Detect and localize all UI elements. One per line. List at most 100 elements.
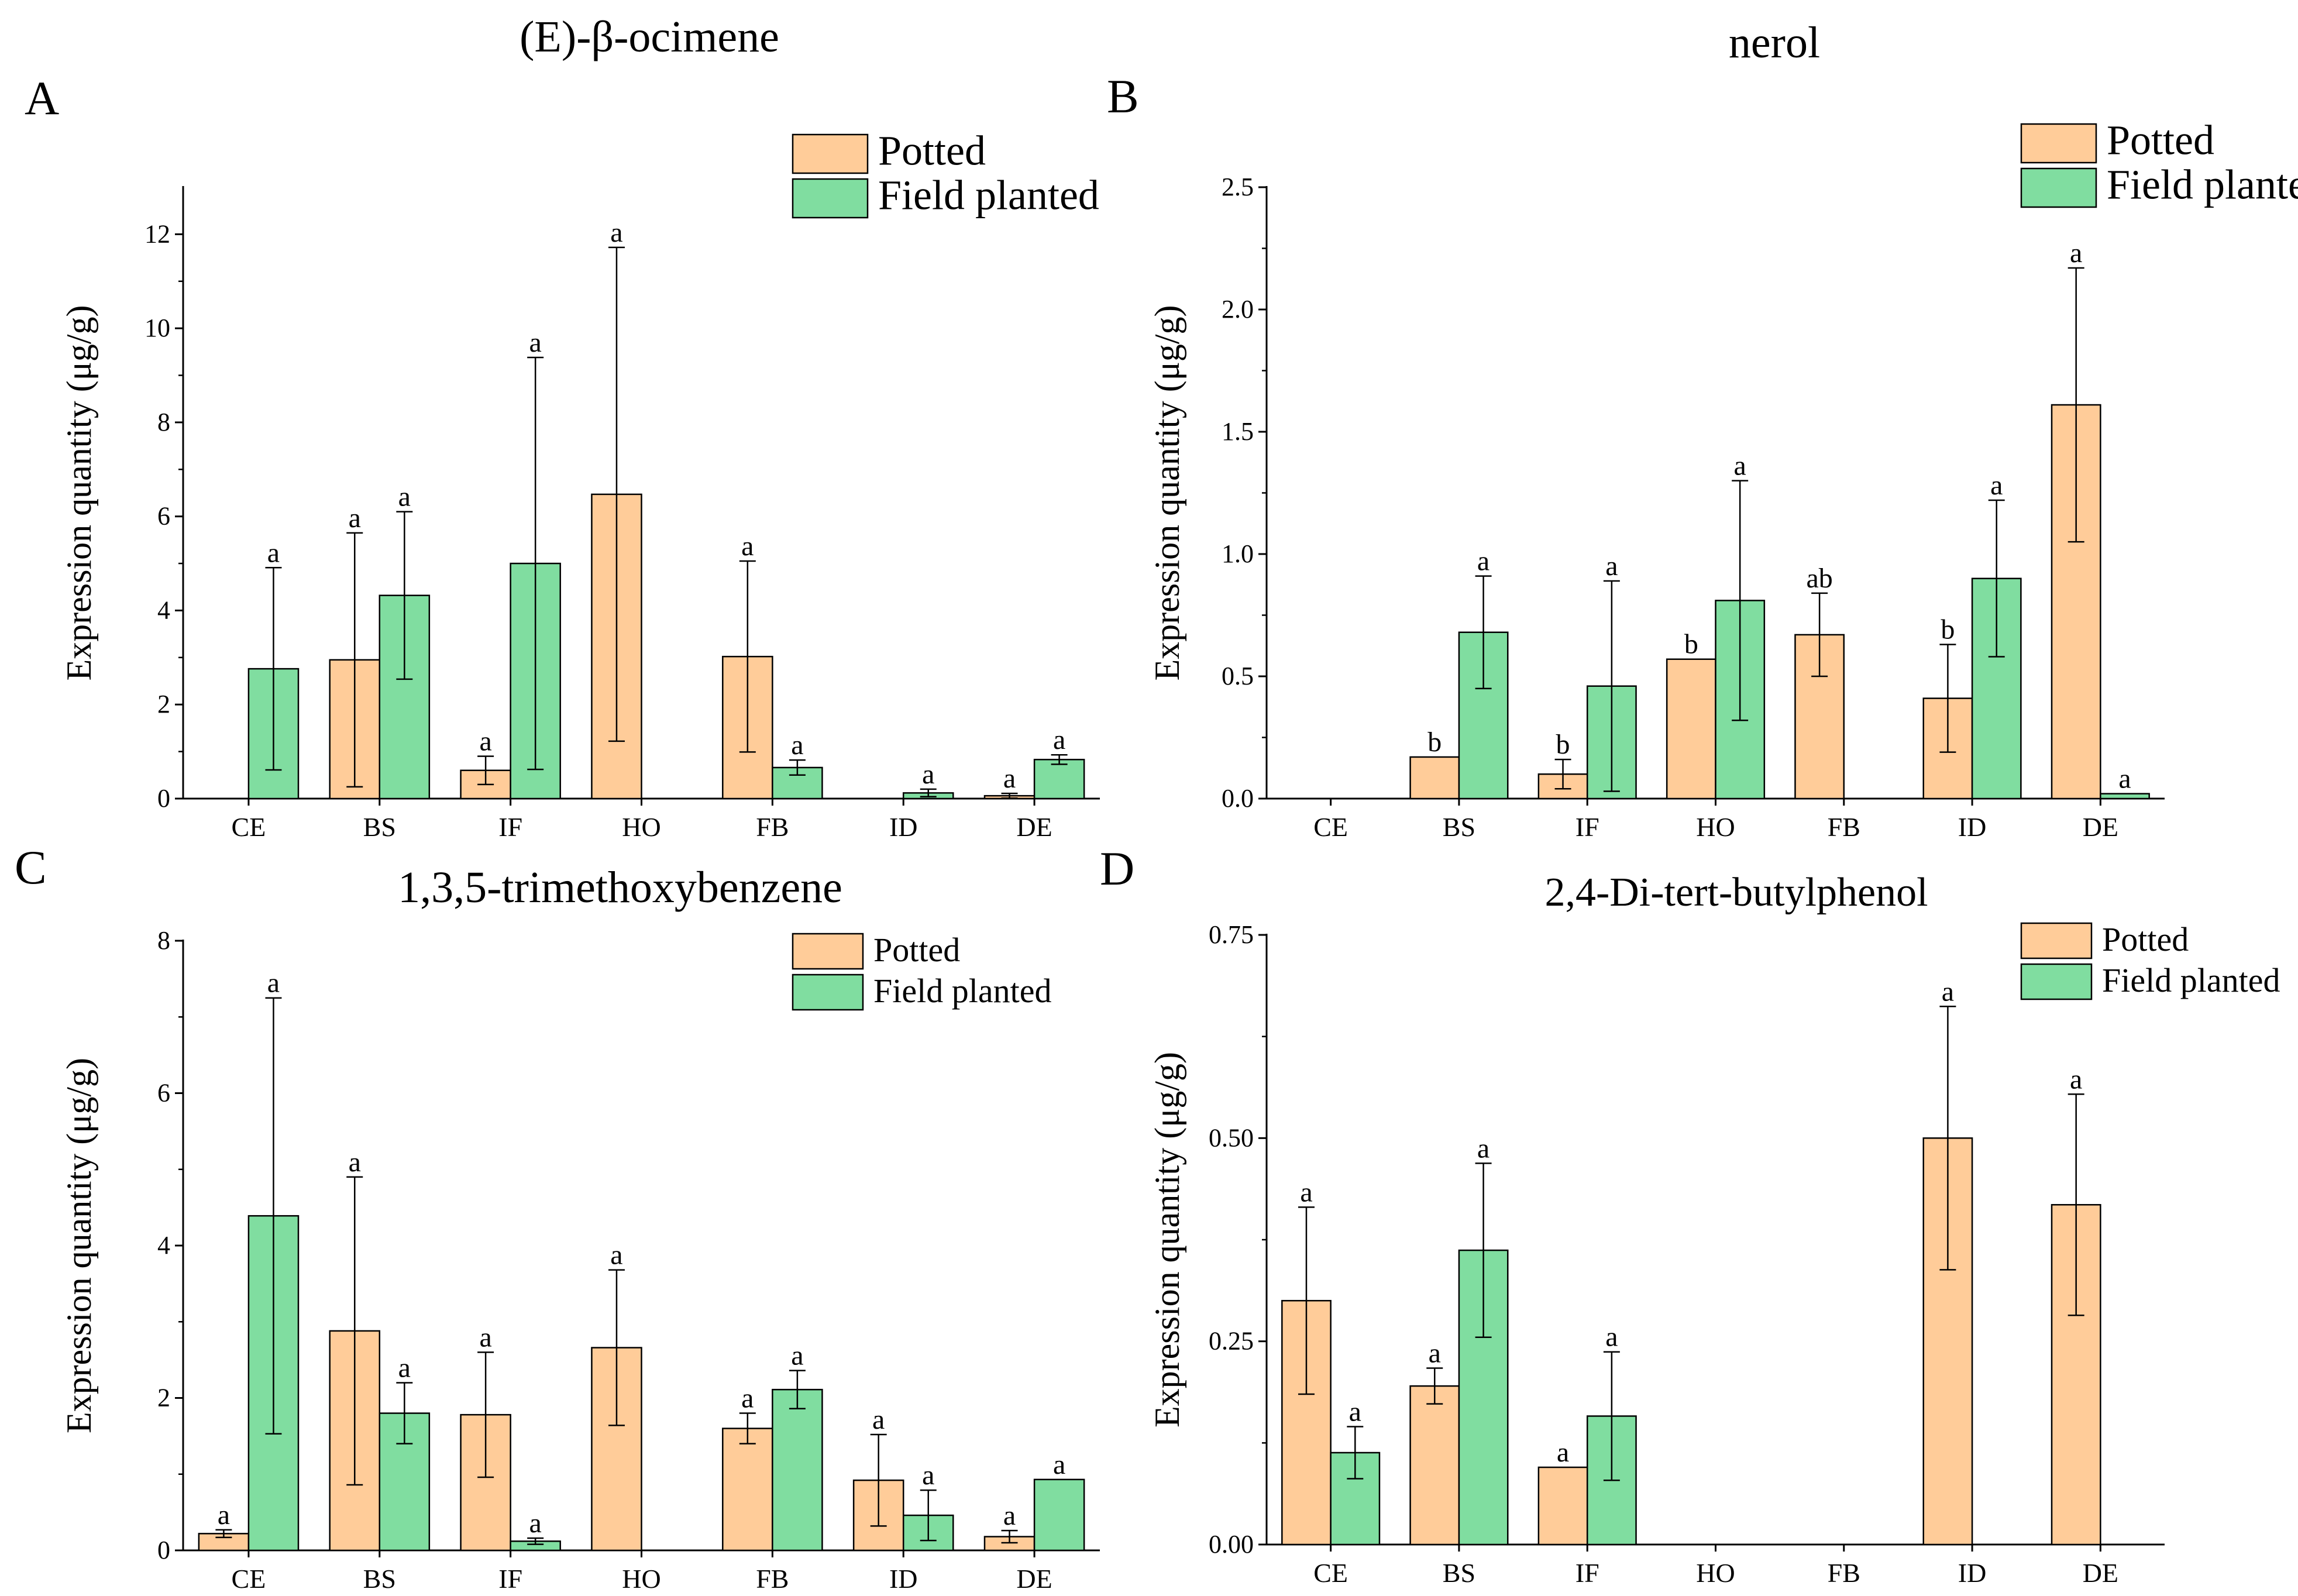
significance-label: a: [610, 217, 622, 248]
significance-label: a: [398, 481, 411, 512]
significance-label: a: [1942, 976, 1954, 1007]
chart-title: 2,4-Di-tert-butylphenol: [1544, 870, 1928, 915]
x-tick-label: FB: [1828, 812, 1860, 842]
significance-label: b: [1556, 729, 1570, 760]
x-tick-label: HO: [1696, 1558, 1735, 1588]
panel-a: (E)-β-ocimene A 0 2 4 6 8 10 12 Expression quanti…: [25, 12, 1100, 842]
y-tick-label: 4: [157, 1231, 170, 1260]
y-tick-label: 6: [157, 1079, 170, 1107]
significance-label: a: [398, 1352, 411, 1383]
y-axis-label: Expression quantity (μg/g): [1148, 1052, 1186, 1428]
legend-swatch-field-planted: [792, 974, 864, 1011]
legend-swatch-potted: [2020, 123, 2097, 164]
legend-label-potted: Potted: [878, 127, 986, 174]
significance-label: a: [872, 1404, 885, 1435]
significance-label: a: [1003, 1500, 1016, 1531]
x-tick-label: ID: [1958, 1558, 1987, 1588]
y-tick-label: 1.0: [1222, 539, 1254, 568]
significance-label: a: [1349, 1396, 1361, 1428]
y-tick-label: 0: [157, 1536, 170, 1564]
panel-letter: C: [15, 841, 47, 894]
x-tick-label: IF: [498, 812, 522, 842]
y-tick-label: 8: [157, 926, 170, 955]
legend-label-potted: Potted: [2102, 920, 2189, 958]
y-tick-label: 0.5: [1222, 662, 1254, 690]
chart-title: (E)-β-ocimene: [520, 12, 779, 61]
legend-label-field-planted: Field planted: [878, 171, 1099, 218]
y-tick-label: 2: [157, 690, 170, 718]
bar-potted: [1666, 658, 1716, 800]
y-tick-label: 1.5: [1222, 417, 1254, 446]
legend-label-potted: Potted: [2107, 116, 2214, 163]
legend-label-potted: Potted: [873, 931, 960, 969]
x-tick-label: HO: [622, 1564, 660, 1594]
x-tick-label: DE: [1016, 812, 1052, 842]
x-tick-label: FB: [756, 812, 789, 842]
x-tick-label: DE: [2083, 812, 2118, 842]
panel-letter: B: [1107, 70, 1139, 123]
x-tick-label: IF: [498, 1564, 522, 1594]
panel-letter: A: [25, 71, 59, 125]
y-tick-label: 0.25: [1209, 1327, 1254, 1356]
bar-field-planted: [2100, 793, 2150, 800]
y-axis-label: Expression quantity (μg/g): [60, 305, 98, 680]
y-tick-label: 0.50: [1209, 1123, 1254, 1152]
significance-label: a: [1003, 763, 1016, 794]
x-tick-label: ID: [889, 1564, 918, 1594]
significance-label: a: [2070, 238, 2082, 269]
significance-label: a: [922, 1460, 934, 1491]
legend-swatch-field-planted: [792, 178, 869, 219]
x-tick-label: FB: [1828, 1558, 1860, 1588]
significance-label: a: [1477, 546, 1489, 577]
x-tick-label: DE: [1016, 1564, 1052, 1594]
y-tick-label: 2: [157, 1384, 170, 1412]
panel-letter: D: [1100, 842, 1134, 895]
significance-label: a: [1053, 1449, 1065, 1480]
legend-swatch-potted: [792, 933, 864, 970]
significance-label: a: [349, 1147, 361, 1178]
significance-label: a: [349, 503, 361, 534]
significance-label: a: [479, 1322, 491, 1353]
legend-label-field-planted: Field planted: [2102, 961, 2280, 999]
significance-label: a: [529, 1508, 542, 1539]
y-tick-label: 6: [157, 502, 170, 531]
significance-label: a: [1429, 1338, 1441, 1369]
significance-label: a: [1605, 1322, 1618, 1353]
x-tick-label: BS: [363, 812, 396, 842]
y-axis-label: Expression quantity (μg/g): [60, 1058, 98, 1433]
legend-swatch-potted: [2020, 922, 2093, 959]
significance-label: a: [218, 1499, 230, 1530]
significance-label: a: [1477, 1133, 1489, 1164]
y-tick-label: 0.00: [1209, 1530, 1254, 1559]
x-tick-label: CE: [232, 1564, 266, 1594]
x-tick-label: ID: [889, 812, 918, 842]
bar-potted: [722, 1428, 773, 1552]
y-tick-label: 2.5: [1222, 173, 1254, 201]
significance-label: a: [2070, 1064, 2082, 1095]
x-tick-label: DE: [2083, 1558, 2118, 1588]
significance-label: a: [741, 531, 754, 562]
x-tick-label: CE: [1313, 812, 1348, 842]
legend-label-field-planted: Field planted: [873, 972, 1051, 1010]
y-tick-label: 0.0: [1222, 784, 1254, 813]
panel-d: 2,4-Di-tert-butylphenol D 0.00 0.25 0.50 0.75…: [1100, 842, 2280, 1588]
bar-field-planted: [1033, 1478, 1085, 1552]
legend-swatch-potted: [792, 133, 869, 174]
significance-label: a: [1557, 1437, 1569, 1468]
x-tick-label: BS: [363, 1564, 396, 1594]
chart-title: 1,3,5-trimethoxybenzene: [398, 863, 842, 912]
bar-potted: [1409, 756, 1460, 800]
x-tick-label: IF: [1575, 812, 1599, 842]
chart-title: nerol: [1729, 18, 1820, 67]
significance-label: b: [1427, 727, 1442, 758]
significance-label: a: [1734, 450, 1746, 481]
significance-label: ab: [1806, 563, 1832, 594]
y-tick-label: 8: [157, 408, 170, 436]
x-tick-label: IF: [1575, 1558, 1599, 1588]
significance-label: a: [741, 1383, 754, 1414]
significance-label: a: [1053, 724, 1065, 755]
bar-field-planted: [772, 1388, 823, 1552]
legend-swatch-field-planted: [2020, 963, 2093, 1000]
x-tick-label: ID: [1958, 812, 1987, 842]
